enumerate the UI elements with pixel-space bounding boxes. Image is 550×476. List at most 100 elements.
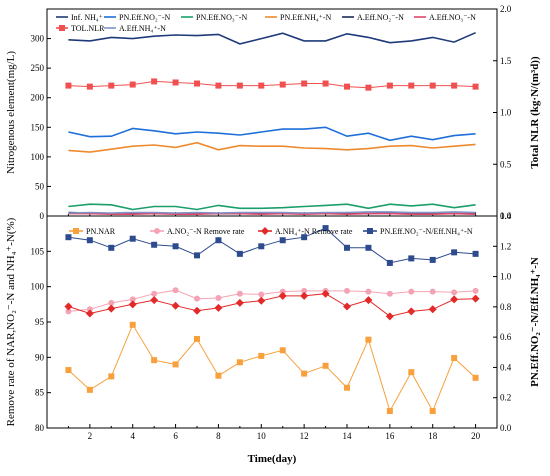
bottom-series-pn-eff-no2-n-eff-nh4-n-point-11 <box>279 237 286 244</box>
bottom-series-pn-eff-no2-n-eff-nh4-n-point-17 <box>408 255 415 262</box>
legend-tol-nlr-swatch-marker <box>59 25 65 31</box>
bottom-series-a-no2-n-remove-rate-point-11 <box>279 288 286 295</box>
bottom-series-pn-eff-no2-n-eff-nh4-n-point-4 <box>129 235 136 242</box>
bottom-series-pn-eff-no2-n-eff-nh4-n-point-6 <box>172 243 179 250</box>
bottom-series-pn-nar-point-6 <box>172 361 179 368</box>
top-series-tol-nlr-point-6 <box>172 79 179 86</box>
bottom-series-pn-eff-no2-n-eff-nh4-n-line <box>68 227 476 264</box>
bottom-series-pn-eff-no2-n-eff-nh4-n-point-15 <box>365 244 372 251</box>
top-series-tol-nlr-point-10 <box>258 82 265 89</box>
bottom-series-a-nh4-n-remove-rate-point-5 <box>150 296 159 305</box>
legend-a-nh4-n-remove-rate-label: A.NH₄⁺-N Remove rate <box>275 227 353 236</box>
x-axis-title: Time(day) <box>248 453 297 465</box>
x-tick-label-12: 12 <box>300 431 309 441</box>
bottom-series-pn-eff-no2-n-eff-nh4-n-point-1 <box>65 234 72 241</box>
bottom-series-a-nh4-n-remove-rate-point-1 <box>64 302 73 311</box>
legend-tol-nlr-label: TOL.NLR <box>71 24 105 33</box>
bottom-series-pn-eff-no2-n-eff-nh4-n-point-5 <box>151 241 158 248</box>
legend-a-eff-no2-n-label: A.Eff.NO₂⁻-N <box>357 13 404 22</box>
bottom-left-tick-label-105: 105 <box>31 246 45 256</box>
x-tick-label-18: 18 <box>428 431 438 441</box>
bottom-series-a-nh4-n-remove-rate-point-2 <box>85 309 94 318</box>
bottom-series-a-no2-n-remove-rate-point-3 <box>108 299 115 306</box>
top-right-tick-label-4: 2.0 <box>500 4 512 14</box>
x-tick-label-14: 14 <box>343 431 353 441</box>
bottom-series-a-no2-n-remove-rate-point-6 <box>172 287 179 294</box>
top-series-a-eff-no3-n-line <box>68 212 476 216</box>
top-series-tol-nlr-point-20 <box>472 83 479 90</box>
legend-pn-eff-nh4-n-label: PN.Eff.NH₄⁺-N <box>280 13 332 22</box>
top-right-tick-label-2: 1.0 <box>500 108 512 118</box>
legend-a-eff-nh4-n-label: A.Eff.NH₄⁺-N <box>119 24 166 33</box>
bottom-series-a-no2-n-remove-rate-point-5 <box>151 290 158 297</box>
bottom-series-pn-nar-point-10 <box>258 352 265 359</box>
bottom-series-a-no2-n-remove-rate-point-16 <box>386 290 393 297</box>
bottom-series-a-no2-n-remove-rate-point-20 <box>472 287 479 294</box>
bottom-series-pn-eff-no2-n-eff-nh4-n-point-8 <box>215 237 222 244</box>
bottom-series-a-no2-n-remove-rate-point-10 <box>258 291 265 298</box>
legend-inf-nh4-label: Inf. NH₄⁺ <box>71 13 103 22</box>
top-left-tick-label-300: 300 <box>31 34 45 44</box>
x-tick-label-4: 4 <box>130 431 135 441</box>
bottom-series-pn-eff-no2-n-eff-nh4-n-point-2 <box>86 237 93 244</box>
top-left-tick-label-250: 250 <box>31 63 45 73</box>
bottom-series-pn-nar-point-15 <box>365 336 372 343</box>
bottom-series-pn-nar-point-18 <box>429 408 436 415</box>
bottom-right-tick-label-1: 0.2 <box>500 393 511 403</box>
top-series-tol-nlr-point-14 <box>344 83 350 90</box>
bottom-series-pn-eff-no2-n-eff-nh4-n-point-12 <box>301 234 308 241</box>
top-series-tol-nlr-point-17 <box>408 82 415 89</box>
bottom-left-tick-label-85: 85 <box>35 388 45 398</box>
top-right-tick-label-1: 0.5 <box>500 159 512 169</box>
bottom-series-pn-eff-no2-n-eff-nh4-n-point-10 <box>258 243 265 250</box>
bottom-series-a-no2-n-remove-rate-point-14 <box>344 287 350 294</box>
bottom-series-a-nh4-n-remove-rate-point-17 <box>407 307 416 316</box>
bottom-series-a-nh4-n-remove-rate-point-4 <box>128 300 137 309</box>
bottom-series-pn-nar-point-4 <box>129 321 136 328</box>
bottom-series-a-no2-n-remove-rate-point-17 <box>408 288 415 295</box>
top-right-tick-label-3: 1.5 <box>500 56 512 66</box>
bottom-series-pn-nar-point-2 <box>86 386 93 393</box>
top-plot-frame <box>46 8 498 217</box>
bottom-right-tick-label-2: 0.4 <box>500 362 512 372</box>
legend-pn-eff-no2-n-label: PN.Eff.NO₂⁻-N <box>119 13 171 22</box>
bottom-left-tick-label-90: 90 <box>35 352 45 362</box>
bottom-plot-frame <box>46 215 498 429</box>
bottom-series-a-nh4-n-remove-rate-point-8 <box>214 303 223 312</box>
bottom-series-a-nh4-n-remove-rate-point-11 <box>278 291 287 300</box>
top-series-tol-nlr-point-4 <box>129 81 136 88</box>
top-series-tol-nlr-point-12 <box>301 80 308 87</box>
legend-a-no2-n-remove-rate-label: A.NO₂⁻-N Remove rate <box>167 227 245 236</box>
top-series-pn-eff-nh4-n-line <box>68 141 476 153</box>
bottom-left-tick-label-80: 80 <box>35 423 45 433</box>
bottom-series-a-no2-n-remove-rate-line <box>68 289 476 312</box>
top-series-tol-nlr-point-16 <box>386 82 393 89</box>
bottom-series-pn-nar-point-3 <box>108 373 115 380</box>
top-series-inf-nh4-line <box>68 31 476 45</box>
top-series-tol-nlr-point-11 <box>279 81 286 88</box>
top-right-tick-label-0: 0.0 <box>500 211 512 221</box>
bottom-series-pn-nar-point-12 <box>301 370 308 377</box>
x-tick-label-2: 2 <box>88 431 93 441</box>
bottom-series-pn-eff-no2-n-eff-nh4-n-point-20 <box>472 250 479 257</box>
bottom-right-tick-label-4: 0.8 <box>500 302 512 312</box>
legend-pn-nar-label: PN.NAR <box>86 227 116 236</box>
x-tick-label-16: 16 <box>385 431 395 441</box>
bottom-series-a-nh4-n-remove-rate-point-10 <box>257 296 266 305</box>
top-left-tick-label-0: 0 <box>40 211 45 221</box>
bottom-series-pn-nar-point-5 <box>151 357 158 364</box>
bottom-series-pn-nar-point-14 <box>344 384 350 391</box>
bottom-left-tick-label-100: 100 <box>31 282 45 292</box>
bottom-series-a-nh4-n-remove-rate-point-7 <box>193 306 201 315</box>
bottom-series-a-nh4-n-remove-rate-point-16 <box>385 312 394 321</box>
bottom-series-pn-nar-point-8 <box>215 372 222 379</box>
top-left-tick-label-150: 150 <box>31 122 45 132</box>
bottom-series-pn-nar-point-9 <box>236 359 243 366</box>
bottom-series-pn-nar-point-20 <box>472 374 479 381</box>
bottom-series-a-nh4-n-remove-rate-point-15 <box>364 296 373 305</box>
bottom-series-a-no2-n-remove-rate-point-19 <box>451 289 458 296</box>
bottom-series-pn-nar-line <box>68 323 476 413</box>
top-series-tol-nlr-point-5 <box>151 78 158 85</box>
